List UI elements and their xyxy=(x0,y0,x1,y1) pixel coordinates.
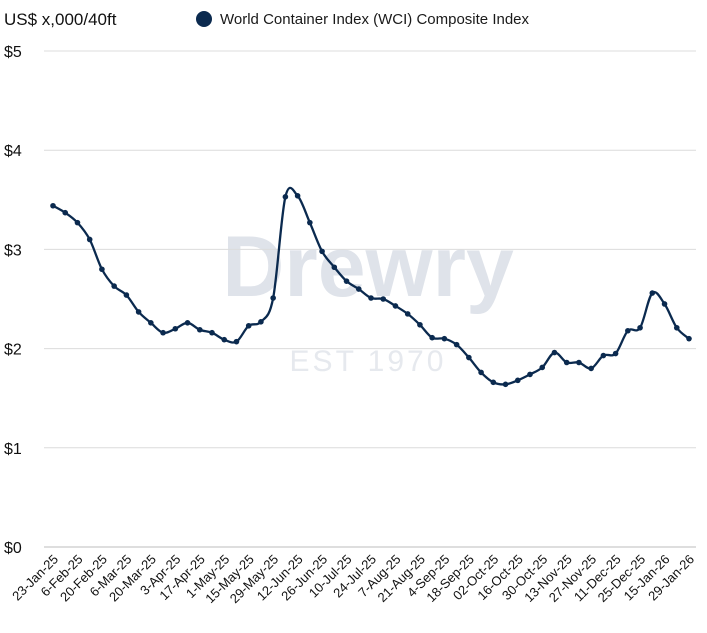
data-point-0-18 xyxy=(270,295,276,301)
data-point-0-19 xyxy=(282,194,289,200)
y-unit-label: US$ x,000/40ft xyxy=(4,10,117,29)
data-point-0-21 xyxy=(307,219,313,226)
data-point-0-43 xyxy=(576,359,582,366)
data-point-0-25 xyxy=(355,286,362,292)
data-point-0-22 xyxy=(319,248,325,255)
y-tick-label-0: $0 xyxy=(4,540,22,557)
data-point-0-17 xyxy=(258,319,264,325)
y-tick-label-4: $4 xyxy=(4,143,22,160)
data-point-0-40 xyxy=(539,364,546,371)
legend-label: World Container Index (WCI) Composite In… xyxy=(220,11,530,28)
data-point-0-36 xyxy=(490,379,497,386)
data-point-0-6 xyxy=(123,292,130,298)
data-point-0-24 xyxy=(343,278,350,284)
legend: World Container Index (WCI) Composite In… xyxy=(196,11,530,28)
data-point-0-11 xyxy=(184,320,191,326)
data-point-0-34 xyxy=(466,354,472,361)
data-point-0-23 xyxy=(331,264,338,271)
data-point-0-12 xyxy=(196,326,203,333)
data-point-0-16 xyxy=(245,322,252,329)
data-point-0-32 xyxy=(441,335,448,342)
data-point-0-0 xyxy=(50,202,56,209)
data-point-0-42 xyxy=(563,359,570,366)
data-point-0-27 xyxy=(380,296,387,302)
data-point-0-48 xyxy=(637,324,643,331)
y-tick-label-3: $3 xyxy=(4,242,22,259)
data-point-0-15 xyxy=(233,338,240,345)
data-point-0-29 xyxy=(404,311,411,317)
y-axis: $0 $1 $2 $3 $4 $5 xyxy=(4,44,22,557)
legend-marker xyxy=(196,11,212,27)
data-point-0-8 xyxy=(148,320,154,326)
data-point-0-20 xyxy=(294,193,301,199)
gridlines xyxy=(44,50,696,548)
data-point-0-13 xyxy=(209,329,215,336)
data-point-0-44 xyxy=(588,365,594,372)
data-point-0-38 xyxy=(514,377,521,384)
drewry-watermark: Drewry EST 1970 xyxy=(222,219,514,378)
data-point-0-47 xyxy=(625,327,631,334)
data-point-0-41 xyxy=(551,349,558,356)
data-point-0-1 xyxy=(62,209,69,216)
watermark-brand: Drewry xyxy=(222,219,514,315)
data-point-0-3 xyxy=(86,236,93,243)
data-point-0-14 xyxy=(221,336,228,343)
data-point-0-26 xyxy=(368,295,374,301)
data-point-0-4 xyxy=(99,266,105,273)
data-point-0-35 xyxy=(478,369,484,376)
watermark-tagline: EST 1970 xyxy=(290,345,447,378)
data-point-0-33 xyxy=(453,341,460,348)
data-point-0-52 xyxy=(686,335,692,342)
data-point-0-50 xyxy=(661,301,668,307)
data-point-0-7 xyxy=(135,309,142,315)
data-point-0-51 xyxy=(673,324,680,331)
data-point-0-49 xyxy=(649,290,656,296)
data-point-0-10 xyxy=(172,325,179,332)
y-tick-label-2: $2 xyxy=(4,342,22,359)
data-point-0-39 xyxy=(527,371,533,378)
data-point-0-28 xyxy=(392,303,399,309)
y-tick-label-1: $1 xyxy=(4,441,22,458)
data-point-0-9 xyxy=(160,329,166,336)
data-point-0-45 xyxy=(600,352,607,359)
data-point-0-37 xyxy=(502,381,509,388)
y-tick-label-5: $5 xyxy=(4,44,22,61)
data-point-0-30 xyxy=(417,321,423,328)
data-point-0-5 xyxy=(111,283,117,289)
data-point-0-46 xyxy=(612,350,619,357)
x-axis: 23-Jan-256-Feb-2520-Feb-256-Mar-2520-Mar… xyxy=(9,552,697,607)
data-point-0-31 xyxy=(429,334,435,341)
series-layer xyxy=(50,186,692,388)
data-point-0-2 xyxy=(74,219,81,226)
